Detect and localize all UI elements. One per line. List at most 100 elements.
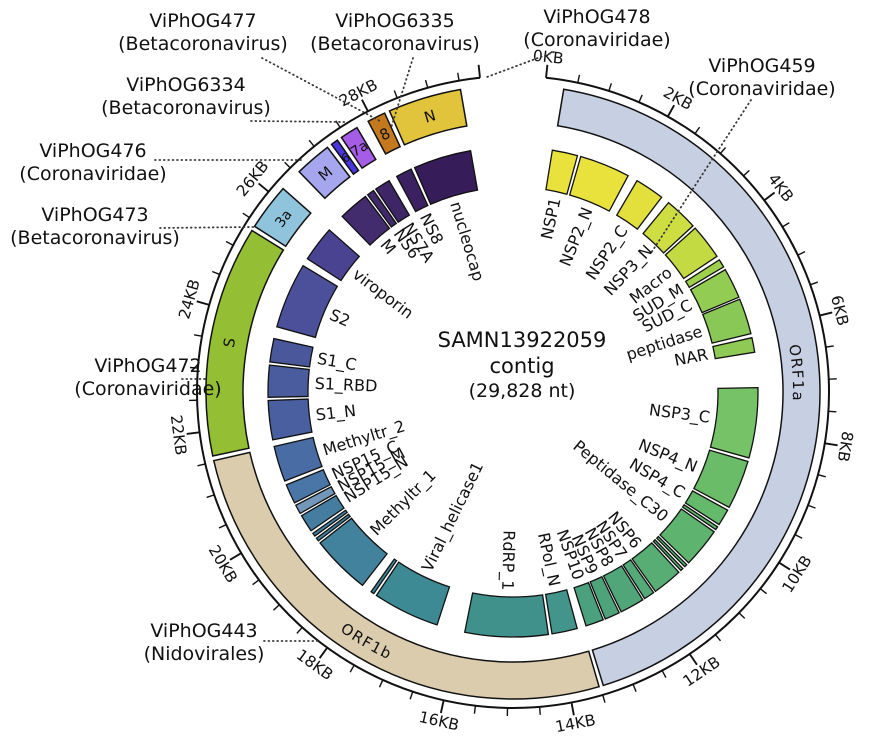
domain-segment-peptidase: [701, 298, 752, 344]
axis-tick: [632, 684, 637, 692]
domain-segment-NSP2_C: [615, 179, 663, 230]
callout-ViPhOG459: ViPhOG459: [708, 55, 815, 77]
domain-label-NSP3_C: NSP3_C: [648, 400, 711, 428]
callout-ViPhOG6335-taxon: (Betacoronavirus): [310, 33, 480, 55]
domain-segment-NSP9: [589, 575, 621, 620]
domain-segment-Methyltr_2: [273, 436, 323, 482]
axis-tick: [361, 99, 369, 112]
axis-tick: [819, 311, 833, 317]
domain-segment-NS6: [366, 189, 398, 228]
leader-line-ViPhOG478: [486, 51, 555, 78]
domain-segment-NAR: [712, 336, 756, 360]
domain-segment-M: [341, 195, 391, 247]
axis-tick: [439, 700, 445, 714]
callout-ViPhOG476-taxon: (Coronaviridae): [19, 163, 166, 185]
gene-segment-ORF1b: [212, 451, 601, 700]
gene-segment-M: [298, 146, 351, 200]
leader-line-ViPhOG6334: [250, 120, 347, 123]
domain-label-nucleocap: nucleocap: [446, 199, 488, 283]
axis-tick-label-18KB: 18KB: [293, 646, 336, 684]
axis-tick: [817, 474, 826, 478]
axis-tick: [378, 679, 384, 688]
axis-tick: [296, 626, 303, 634]
axis-tick: [763, 191, 776, 202]
axis-tick: [211, 270, 220, 276]
axis-tick: [797, 251, 806, 256]
axis-tick: [545, 64, 549, 78]
domain-label-viroporin: viroporin: [349, 265, 417, 323]
axis-tick-label-28KB: 28KB: [336, 76, 380, 111]
axis-tick: [206, 494, 215, 499]
domain-segment-S1_RBD: [267, 364, 310, 398]
domain-segment-nucleocap: [413, 149, 479, 206]
callout-ViPhOG443-taxon: (Nidovirales): [144, 643, 265, 665]
gene-segment-ORF1a: [556, 88, 821, 687]
gene-segment-7a: [340, 126, 377, 170]
axis-tick: [538, 706, 541, 715]
axis-tick: [782, 222, 790, 228]
domain-label-S1_RBD: S1_RBD: [314, 374, 378, 397]
axis-tick: [424, 79, 429, 88]
domain-segment-RPol_N: [544, 589, 578, 635]
domain-segment-SUD_M: [684, 258, 725, 289]
center-text: SAMN13922059 contig (29,828 nt): [438, 328, 607, 402]
gene-segment-S: [205, 229, 285, 457]
axis-tick-label-24KB: 24KB: [175, 277, 203, 321]
callout-ViPhOG459-taxon: (Coronaviridae): [688, 78, 835, 100]
axis-tick: [477, 64, 481, 78]
gene-segment-6: [330, 139, 360, 176]
axis-tick: [577, 74, 581, 83]
axis-tick: [602, 694, 606, 703]
axis-tick: [807, 504, 816, 509]
callout-ViPhOG477: ViPhOG477: [149, 10, 256, 32]
axis-tick: [196, 300, 210, 306]
axis-tick: [186, 431, 200, 435]
domain-label-S1_N: S1_N: [315, 401, 357, 426]
axis-tick: [794, 534, 803, 539]
axis-tick: [252, 579, 260, 586]
domain-segment-sliver: [652, 538, 684, 572]
axis-tick: [197, 463, 206, 467]
leader-line-ViPhOG477: [261, 57, 381, 122]
domain-segment-NSP10: [573, 581, 605, 627]
domain-segment-NSP7: [622, 558, 655, 600]
axis-tick: [825, 345, 834, 348]
axis-tick: [189, 366, 198, 369]
axis-tick-label-10KB: 10KB: [779, 552, 816, 596]
domain-segment-sliver: [311, 509, 349, 537]
gene-segment-3a: [253, 187, 312, 248]
axis-tick: [666, 104, 676, 117]
domain-segment-NSP3_C: [709, 386, 759, 459]
callout-ViPhOG477-taxon: (Betacoronavirus): [118, 33, 288, 55]
domain-segment-viroporin: [306, 229, 361, 282]
domain-segment-NSP1: [545, 149, 579, 196]
callout-ViPhOG473-taxon: (Betacoronavirus): [10, 227, 180, 249]
domain-segment-Macro: [664, 227, 718, 280]
domain-segment-sliver: [655, 535, 688, 568]
axis-tick: [759, 588, 767, 595]
axis-tick-label-8KB: 8KB: [834, 430, 857, 463]
domain-segment-NS8: [395, 168, 429, 213]
axis-tick-label-4KB: 4KB: [764, 170, 797, 205]
axis-tick: [810, 281, 819, 286]
axis-tick: [225, 240, 234, 246]
callout-ViPhOG6335: ViPhOG6335: [335, 10, 454, 32]
axis-tick: [778, 561, 791, 571]
domain-segment-NSP4_N: [692, 449, 749, 509]
domain-segment-NSP15_M: [294, 485, 336, 515]
domain-segment-NSP15_C: [285, 468, 332, 504]
axis-tick: [218, 524, 227, 529]
callout-ViPhOG478: ViPhOG478: [543, 6, 650, 28]
domain-segment-Peptidase_C30: [659, 508, 716, 564]
domain-segment-NSP15_N: [300, 494, 345, 532]
callout-ViPhOG478-taxon: (Coronaviridae): [523, 29, 670, 51]
gene-label-N: N: [422, 106, 438, 126]
axis-tick: [473, 705, 477, 714]
axis-tick: [824, 442, 838, 447]
domain-segment-S2: [276, 264, 339, 339]
axis-tick-label-20KB: 20KB: [205, 542, 241, 586]
gene-segment-8: [367, 112, 402, 155]
axis-tick: [335, 120, 341, 128]
